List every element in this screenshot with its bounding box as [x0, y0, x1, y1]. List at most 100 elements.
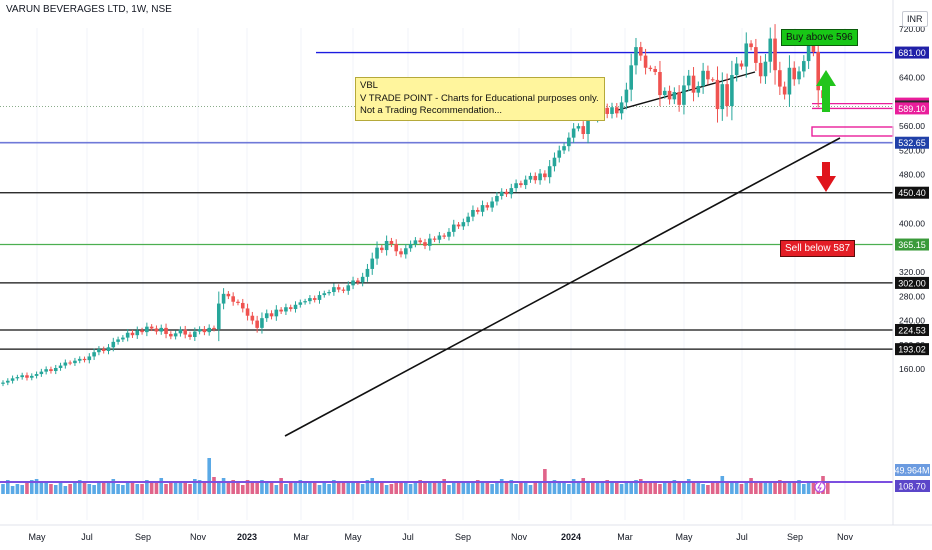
volume-bar — [365, 480, 370, 494]
volume-bar — [586, 482, 590, 494]
candle-body — [207, 327, 211, 333]
volume-bar — [394, 481, 399, 494]
volume-bar — [710, 481, 715, 494]
candle-body — [101, 349, 106, 351]
volume-bar — [490, 484, 494, 494]
volume-bar — [164, 484, 168, 494]
candle-body — [82, 358, 87, 361]
candle-body — [427, 238, 432, 246]
candle-body — [327, 292, 331, 294]
candle-body — [495, 195, 499, 202]
candle-body — [586, 115, 590, 135]
volume-bar — [226, 482, 231, 494]
y-tick-label: 560.00 — [899, 121, 925, 131]
volume-bar — [595, 483, 600, 494]
volume-bar — [207, 458, 211, 494]
candle-body — [423, 242, 427, 246]
volume-bar — [308, 483, 312, 494]
price-badge-label: 302.00 — [898, 278, 926, 288]
candle-body — [461, 222, 466, 227]
volume-bar — [384, 485, 389, 494]
volume-bars — [0, 458, 893, 494]
x-tick-label: Sep — [455, 532, 471, 542]
volume-bar — [480, 482, 485, 494]
candle-body — [169, 333, 173, 337]
currency-label[interactable]: INR — [902, 11, 928, 27]
candle-body — [480, 205, 485, 212]
candle-body — [615, 107, 619, 114]
volume-bar — [442, 479, 446, 494]
candle-body — [356, 280, 360, 283]
x-tick-label: Jul — [736, 532, 748, 542]
volume-bar — [240, 485, 245, 494]
trendline-resistance — [617, 71, 756, 111]
volume-bar — [423, 483, 427, 494]
price-badge — [895, 136, 929, 149]
x-axis[interactable]: May Jul Sep Nov 2023 Mar May Jul Sep Nov 2024 Mar Ma… — [0, 524, 932, 542]
candle-body — [375, 247, 379, 259]
volume-bar — [264, 481, 269, 494]
candle-body — [370, 258, 375, 269]
volume-bar — [629, 482, 633, 494]
volume-bar — [29, 480, 34, 494]
volume-badge — [895, 480, 930, 492]
candle-body — [130, 332, 135, 336]
lightning-bolt — [817, 482, 822, 492]
candle-body — [178, 329, 183, 334]
volume-bar — [624, 481, 629, 494]
candle-body — [648, 67, 653, 69]
volume-bar — [250, 482, 255, 494]
volume-bar — [1, 484, 5, 494]
volume-bar — [34, 479, 39, 494]
candle-body — [164, 327, 168, 334]
volume-bar — [279, 478, 283, 494]
candle-body — [408, 244, 413, 249]
candle-body — [533, 175, 538, 181]
candle-body — [768, 38, 773, 62]
volume-bar — [576, 481, 581, 494]
volume-bar — [787, 482, 792, 494]
buy-label[interactable]: Buy above 596 — [781, 29, 858, 46]
candle-body — [360, 276, 365, 283]
price-badge — [895, 238, 929, 251]
price-badge-label: 193.02 — [898, 345, 926, 355]
candle-body — [250, 315, 255, 321]
candle-body — [279, 309, 283, 312]
price-badge-label: 532.65 — [898, 138, 926, 148]
volume-bar — [389, 484, 394, 494]
volume-bar — [797, 480, 801, 494]
candle-body — [451, 224, 456, 232]
volume-bar — [92, 485, 96, 494]
volume-bar — [763, 482, 768, 494]
candle-body — [682, 85, 686, 105]
volume-bar — [432, 482, 437, 494]
candle-body — [20, 375, 24, 378]
candle-body — [389, 240, 394, 245]
candle-body — [720, 84, 725, 110]
volume-bar — [125, 481, 130, 494]
volume-bar — [768, 481, 773, 494]
candle-body — [202, 329, 207, 333]
annotation-box[interactable]: VBL V TRADE POINT - Charts for Education… — [355, 77, 605, 121]
candle-body — [140, 330, 144, 333]
candle-body — [504, 191, 509, 195]
volume-bar — [696, 482, 701, 494]
volume-bar — [121, 485, 125, 494]
volume-badge-label: 108.70 — [898, 482, 926, 492]
candle-body — [25, 375, 29, 378]
volume-bar — [475, 480, 480, 494]
candle-body — [73, 360, 77, 364]
volume-bar — [58, 482, 63, 494]
candle-body — [226, 293, 231, 297]
volume-bar — [169, 481, 173, 494]
candle-body — [298, 302, 303, 305]
volume-bar — [39, 483, 44, 494]
volume-bar — [274, 485, 279, 494]
candle-body — [658, 72, 662, 96]
volume-bar — [193, 479, 197, 494]
volume-bar — [145, 480, 149, 494]
y-axis[interactable]: 160.00200.00240.00280.00320.00400.00480.… — [892, 0, 930, 525]
candle-body — [149, 326, 154, 329]
sell-label[interactable]: Sell below 587 — [780, 240, 856, 257]
